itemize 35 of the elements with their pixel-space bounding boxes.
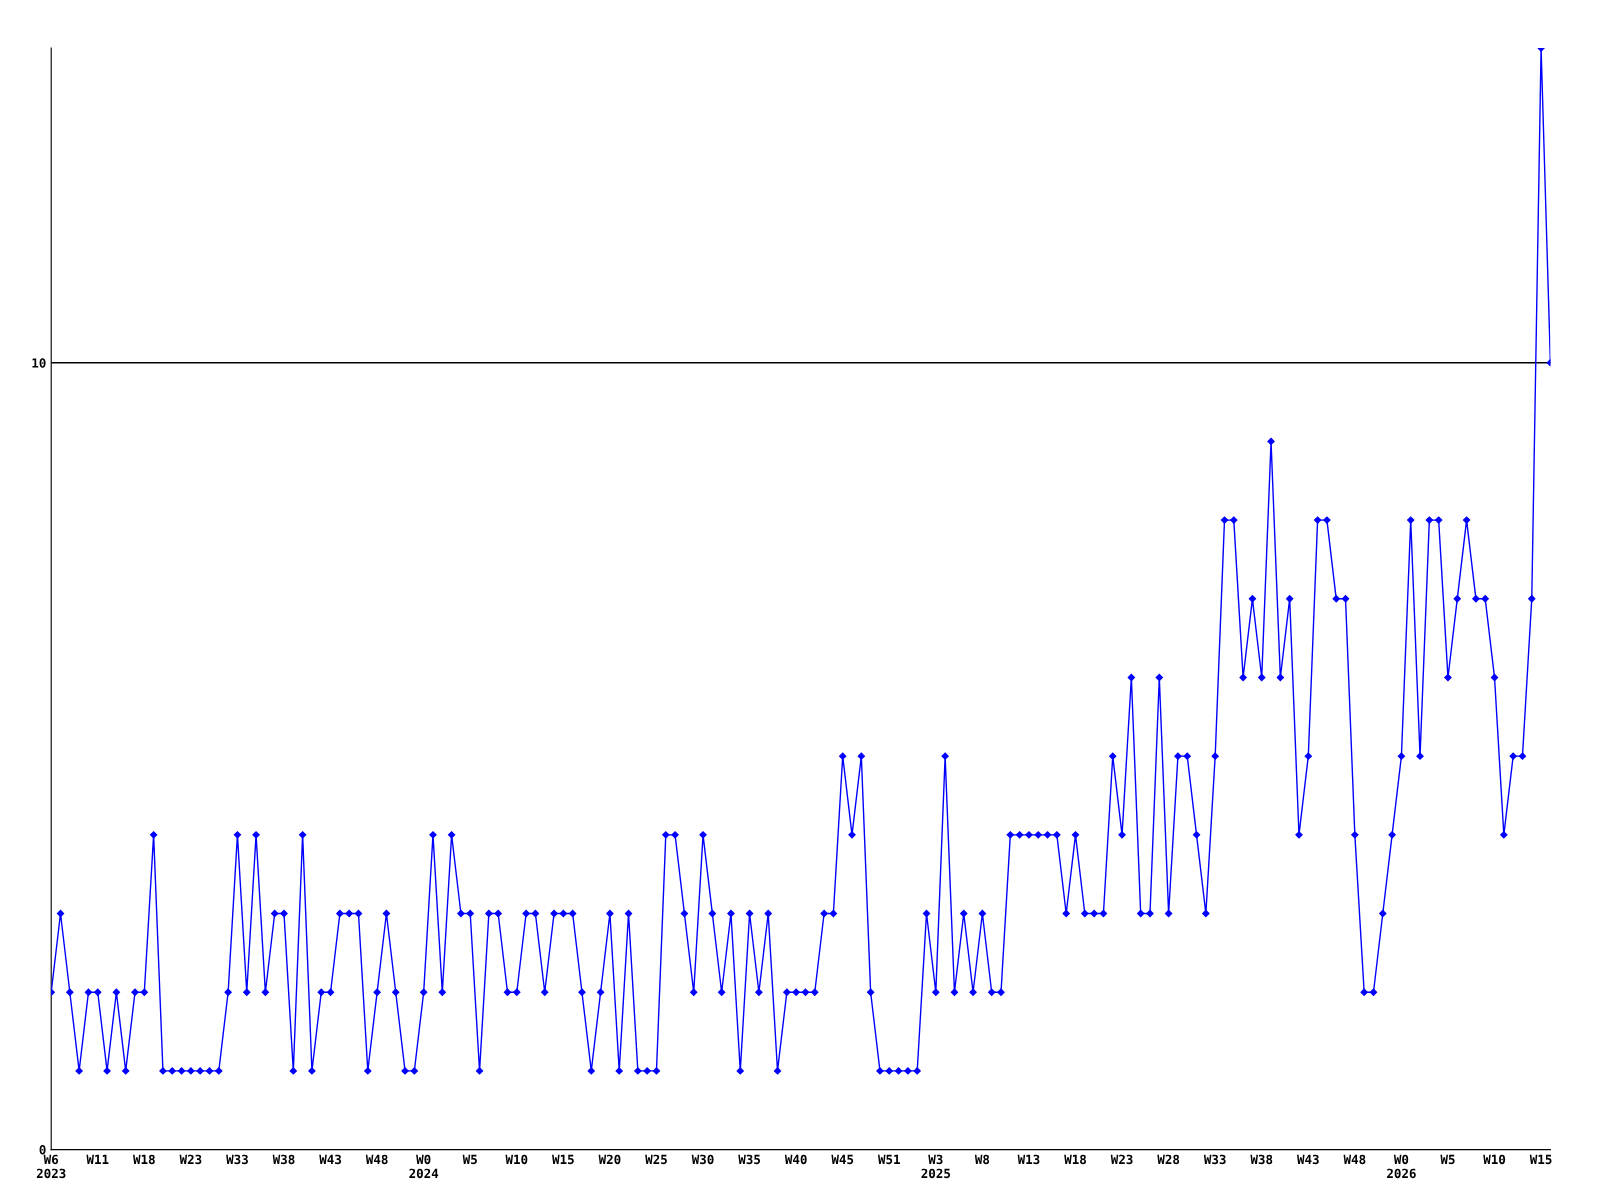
- y-tick-label: 10: [32, 358, 46, 368]
- x-tick-label: W0 2024: [409, 1154, 439, 1179]
- x-tick-label: W45: [831, 1154, 854, 1165]
- x-tick-label: W6 2023: [36, 1154, 66, 1179]
- x-tick-label: W0 2026: [1387, 1154, 1416, 1179]
- x-tick-label: W38: [272, 1154, 295, 1165]
- x-tick-label: W18: [133, 1154, 155, 1165]
- x-tick-label: W5: [1440, 1154, 1455, 1165]
- x-tick-label: W51: [877, 1154, 900, 1165]
- x-tick-label: W23: [179, 1154, 202, 1165]
- x-tick-label: W35: [738, 1154, 761, 1165]
- x-tick-label: W43: [1297, 1154, 1319, 1165]
- x-tick-label: W25: [645, 1154, 667, 1165]
- x-tick-label: W11: [86, 1154, 109, 1164]
- x-tick-label: W33: [1203, 1154, 1226, 1165]
- x-tick-label: W40: [784, 1154, 807, 1165]
- x-tick-label: W33: [226, 1154, 248, 1165]
- x-tick-label: W28: [1157, 1154, 1180, 1165]
- x-tick-label: W15: [1529, 1154, 1552, 1165]
- x-tick-label: W23: [1110, 1154, 1133, 1165]
- x-tick-label: W3 2025: [921, 1154, 951, 1179]
- x-tick-label: W18: [1064, 1154, 1086, 1165]
- x-tick-label: W5: [462, 1154, 477, 1165]
- x-tick-label: W20: [598, 1154, 621, 1165]
- x-tick-label: W38: [1250, 1154, 1273, 1165]
- x-tick-label: W8: [974, 1154, 990, 1165]
- x-tick-label: W43: [319, 1154, 342, 1165]
- x-tick-label: W48: [1343, 1154, 1366, 1165]
- x-tick-label: W15: [552, 1154, 574, 1165]
- x-tick-label: W13: [1017, 1154, 1040, 1165]
- x-tick-label: W48: [365, 1154, 388, 1165]
- x-tick-label: W10: [1483, 1154, 1506, 1165]
- y-tick-label: 0: [39, 1145, 46, 1155]
- x-tick-label: W30: [691, 1154, 714, 1165]
- x-tick-label: W10: [505, 1154, 528, 1165]
